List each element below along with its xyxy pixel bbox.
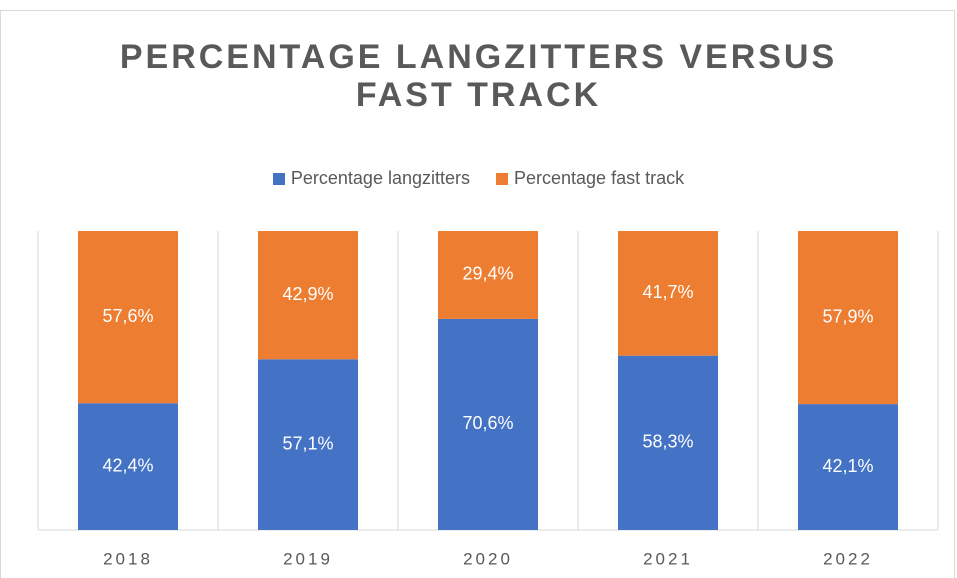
- x-tick-label: 2021: [643, 549, 693, 568]
- bar-segment: [798, 231, 898, 405]
- bar-segment: [78, 403, 178, 530]
- data-label: 57,9%: [822, 306, 873, 326]
- chart-title: PERCENTAGE LANGZITTERS VERSUS FAST TRACK: [119, 38, 838, 114]
- bar-segment: [438, 231, 538, 319]
- bar-segment: [438, 318, 538, 530]
- x-tick-label: 2022: [823, 549, 873, 568]
- legend-label: Percentage fast track: [514, 168, 685, 188]
- x-tick-label: 2020: [463, 549, 513, 568]
- bar-segment: [258, 359, 358, 530]
- bar-segment: [618, 355, 718, 530]
- data-label: 70,6%: [462, 413, 513, 433]
- data-label: 57,6%: [102, 306, 153, 326]
- legend-item: Percentage fast track: [496, 168, 684, 189]
- data-label: 42,1%: [822, 456, 873, 476]
- legend: Percentage langzitters Percentage fast tr…: [0, 168, 957, 189]
- legend-swatch: [272, 172, 285, 185]
- data-label: 57,1%: [282, 433, 333, 453]
- x-tick-label: 2018: [103, 549, 153, 568]
- legend-item: Percentage langzitters: [272, 168, 470, 189]
- legend-swatch: [496, 172, 508, 185]
- bar-segment: [618, 231, 718, 356]
- x-tick-label: 2019: [283, 549, 333, 568]
- legend-label: Percentage langzitters: [290, 168, 470, 188]
- data-label: 41,7%: [642, 282, 693, 302]
- bar-segment: [258, 231, 358, 360]
- bar-segment: [78, 231, 178, 404]
- bar-segment: [798, 404, 898, 530]
- data-label: 29,4%: [462, 264, 513, 284]
- data-label: 42,9%: [282, 284, 333, 304]
- chart-frame: [0, 10, 955, 578]
- data-label: 42,4%: [102, 455, 153, 475]
- data-label: 58,3%: [642, 432, 693, 452]
